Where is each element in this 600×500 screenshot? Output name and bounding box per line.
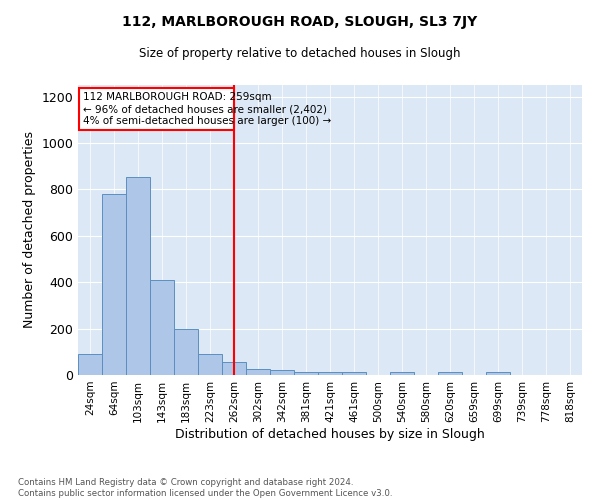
Text: 4% of semi-detached houses are larger (100) →: 4% of semi-detached houses are larger (1… — [83, 116, 331, 126]
Bar — [438, 372, 462, 375]
Text: 112, MARLBOROUGH ROAD, SLOUGH, SL3 7JY: 112, MARLBOROUGH ROAD, SLOUGH, SL3 7JY — [122, 15, 478, 29]
Bar — [270, 370, 294, 375]
Bar — [198, 354, 222, 375]
Bar — [174, 328, 198, 375]
Bar — [222, 362, 246, 375]
Text: Contains HM Land Registry data © Crown copyright and database right 2024.
Contai: Contains HM Land Registry data © Crown c… — [18, 478, 392, 498]
Bar — [150, 280, 174, 375]
Bar — [318, 372, 342, 375]
Bar — [246, 369, 270, 375]
Text: 112 MARLBOROUGH ROAD: 259sqm: 112 MARLBOROUGH ROAD: 259sqm — [83, 92, 271, 102]
Bar — [126, 176, 150, 375]
Text: ← 96% of detached houses are smaller (2,402): ← 96% of detached houses are smaller (2,… — [83, 104, 327, 114]
Y-axis label: Number of detached properties: Number of detached properties — [23, 132, 36, 328]
Bar — [342, 372, 366, 375]
Text: Size of property relative to detached houses in Slough: Size of property relative to detached ho… — [139, 48, 461, 60]
Bar — [486, 372, 510, 375]
Bar — [102, 194, 126, 375]
Bar — [294, 372, 318, 375]
Bar — [78, 354, 102, 375]
X-axis label: Distribution of detached houses by size in Slough: Distribution of detached houses by size … — [175, 428, 485, 440]
Bar — [390, 372, 414, 375]
FancyBboxPatch shape — [79, 88, 233, 130]
